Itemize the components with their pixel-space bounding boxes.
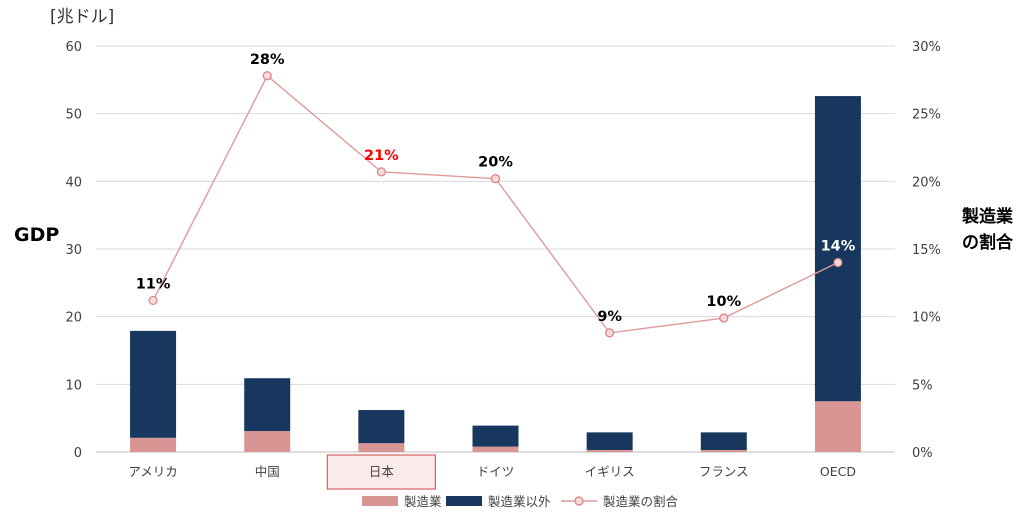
legend-swatch-manufacturing — [362, 496, 398, 506]
share-point — [719, 313, 729, 323]
share-data-label: 11% — [136, 276, 171, 292]
x-tick-label: 日本 — [369, 464, 395, 479]
bar-non-manufacturing — [130, 330, 177, 438]
legend-marker-share — [574, 496, 584, 506]
x-tick-label: フランス — [699, 464, 749, 479]
share-point — [490, 174, 501, 184]
share-point — [833, 257, 843, 268]
bar-non-manufacturing — [700, 432, 747, 450]
legend-swatch-non-manufacturing — [446, 496, 482, 506]
y-tick-label: 30 — [65, 243, 82, 258]
bars — [130, 96, 861, 452]
y-tick-label: 10 — [65, 378, 82, 393]
axes: 0 0% 10 5% 20 10% 30 15% 40 20% 50 25% 60 30% アメリカ 中国 日本… — [65, 40, 941, 490]
legend: 製造業 製造業以外 製造業の割合 — [362, 494, 679, 509]
share-data-label: 14% — [821, 239, 856, 255]
legend-label-non-manufacturing: 製造業以外 — [488, 494, 551, 509]
y2-tick-label: 15% — [912, 243, 941, 258]
y2-axis-title-line1: 製造業 — [961, 206, 1013, 227]
share-point — [605, 328, 615, 338]
share-line: 11% 28% 21% 20% 9% 10% 14% — [136, 52, 856, 338]
x-tick-label: 中国 — [255, 464, 280, 479]
unit-label: [兆ドル] — [50, 7, 114, 27]
x-tick-label: ドイツ — [477, 464, 515, 479]
y2-axis-title-line2: の割合 — [962, 232, 1014, 253]
x-tick-label: アメリカ — [128, 464, 177, 479]
share-data-label: 28% — [250, 52, 285, 68]
y-tick-label: 50 — [65, 108, 82, 123]
legend-label-manufacturing: 製造業 — [404, 494, 442, 509]
y-axis-title: GDP — [14, 224, 59, 246]
share-point — [262, 71, 272, 81]
bar-manufacturing — [700, 449, 747, 452]
bar-manufacturing — [244, 431, 291, 452]
legend-label-share: 製造業の割合 — [603, 494, 679, 509]
bar-manufacturing — [814, 401, 861, 452]
bar-manufacturing — [130, 437, 177, 452]
y2-tick-label: 20% — [912, 175, 941, 190]
bar-non-manufacturing — [358, 410, 405, 444]
y-tick-label: 20 — [65, 311, 82, 326]
y-tick-label: 60 — [65, 40, 82, 55]
y2-tick-label: 10% — [912, 311, 941, 326]
x-tick-label: OECD — [820, 464, 856, 479]
bar-non-manufacturing — [586, 432, 633, 450]
y-tick-label: 0 — [74, 446, 82, 461]
x-tick-label: イギリス — [585, 464, 635, 479]
category-highlight-box — [326, 454, 436, 490]
share-data-label: 9% — [597, 309, 622, 325]
share-data-label: 10% — [706, 294, 741, 310]
bar-manufacturing — [472, 446, 519, 452]
share-data-label: 21% — [364, 148, 399, 164]
share-data-label: 20% — [478, 155, 513, 171]
y2-tick-label: 30% — [912, 40, 941, 55]
gridlines — [96, 45, 895, 453]
bar-non-manufacturing — [472, 425, 519, 447]
bar-manufacturing — [586, 449, 633, 452]
y2-tick-label: 5% — [912, 378, 933, 393]
bar-non-manufacturing — [814, 96, 861, 402]
y2-tick-label: 25% — [912, 108, 941, 123]
bar-non-manufacturing — [244, 378, 291, 432]
y2-tick-label: 0% — [912, 446, 933, 461]
y-tick-label: 40 — [65, 175, 82, 190]
share-point — [148, 295, 158, 306]
share-point — [376, 167, 386, 177]
bar-manufacturing — [358, 443, 405, 452]
